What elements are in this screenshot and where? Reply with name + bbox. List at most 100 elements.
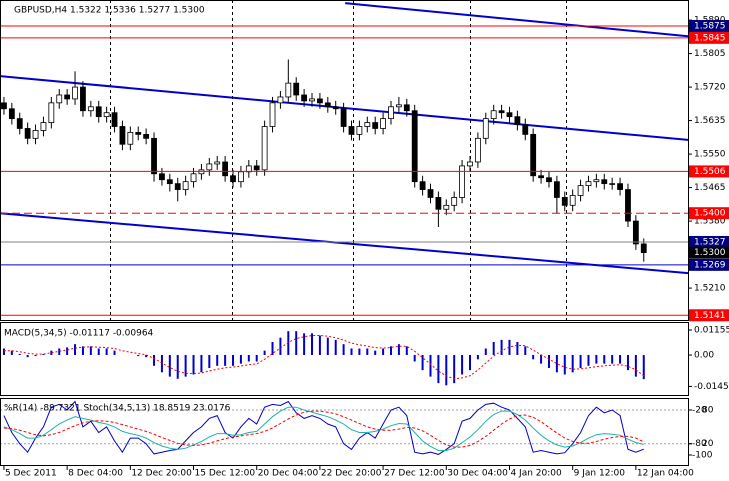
- candle-body: [530, 133, 537, 177]
- histogram-bar: [247, 354, 250, 362]
- histogram-bar: [255, 354, 258, 362]
- histogram-bar: [176, 354, 179, 379]
- candle-body: [48, 102, 55, 123]
- candle-body: [411, 110, 418, 183]
- y-tick-label: 0.01155: [694, 325, 729, 335]
- candle-body: [277, 96, 284, 104]
- histogram-bar: [405, 346, 408, 355]
- candle-body: [222, 161, 229, 177]
- stoch-frame: [0, 398, 689, 466]
- histogram-bar: [74, 344, 77, 355]
- histogram-bar: [413, 354, 416, 362]
- candle-body: [340, 108, 347, 127]
- candle-body: [64, 94, 71, 100]
- histogram-bar: [445, 354, 448, 386]
- histogram-bar: [516, 342, 519, 355]
- candle-body: [119, 126, 126, 145]
- frames: [0, 0, 689, 466]
- histogram-bar: [468, 354, 471, 371]
- candle-body: [514, 116, 521, 125]
- histogram-bar: [532, 354, 535, 360]
- y-tick-label: 1.5635: [694, 116, 726, 126]
- level-label: 1.5269: [694, 260, 726, 270]
- candle-body: [135, 132, 142, 135]
- chart-title: GBPUSD,H4 1.5322 1.5336 1.5277 1.5300: [14, 6, 205, 16]
- candle-body: [546, 177, 552, 183]
- candle-body: [419, 181, 426, 190]
- histogram-bar: [263, 350, 266, 355]
- level-label: 1.5300: [694, 248, 726, 258]
- histogram-bar: [389, 346, 392, 355]
- candle-body: [522, 124, 529, 135]
- candle-body: [72, 86, 78, 100]
- candle-body: [111, 112, 118, 127]
- x-tick-label: 20 Dec 04:00: [258, 469, 319, 479]
- candle-body: [332, 106, 339, 110]
- candle-body: [459, 165, 465, 198]
- histogram-bar: [81, 346, 84, 355]
- histogram-bar: [619, 354, 622, 364]
- x-tick-label: 4 Jan 20:00: [510, 469, 562, 479]
- level-label: 1.5141: [694, 311, 726, 321]
- histogram-bar: [279, 337, 282, 355]
- series-line: [3, 335, 645, 380]
- candle-body: [87, 106, 94, 112]
- level-label: 1.5875: [694, 22, 726, 32]
- candle-body: [561, 197, 568, 206]
- candle-body: [467, 161, 473, 167]
- candle-body: [625, 189, 631, 222]
- stoch-title: %R(14) -89.7321 Stoch(34,5,13) 18.8519 2…: [4, 404, 231, 414]
- histogram-bar: [160, 354, 163, 373]
- candle-body: [498, 110, 505, 114]
- candle-body: [40, 122, 47, 131]
- histogram-bar: [492, 342, 495, 355]
- candle-body: [269, 102, 276, 127]
- x-tick-label: 22 Dec 20:00: [321, 469, 382, 479]
- x-tick-label: 30 Dec 04:00: [447, 469, 508, 479]
- candle-body: [617, 183, 623, 190]
- histogram-bar: [137, 354, 140, 357]
- histogram-bar: [58, 348, 61, 355]
- candle-body: [190, 173, 197, 183]
- candle-body: [403, 104, 410, 112]
- candle-body: [182, 181, 189, 190]
- histogram-bar: [113, 350, 116, 355]
- level-label: 1.5400: [694, 209, 726, 219]
- series-line: [3, 400, 644, 455]
- candle-body: [301, 94, 308, 102]
- candle-body: [317, 98, 323, 104]
- level-label: 1.5327: [694, 237, 726, 247]
- candle-body: [380, 118, 386, 129]
- histogram-bar: [350, 348, 353, 355]
- histogram-bar: [334, 339, 337, 355]
- candle-body: [356, 126, 363, 135]
- histogram-bar: [18, 353, 21, 355]
- main-frame: [0, 0, 689, 321]
- y-tick-label: 1.5550: [694, 150, 726, 160]
- histogram-bar: [634, 354, 637, 377]
- histogram-bar: [555, 354, 558, 373]
- histogram-bar: [397, 344, 400, 355]
- y-tick-label: 1.5380: [694, 217, 726, 227]
- candle-body: [56, 94, 63, 104]
- histogram-bar: [547, 354, 550, 368]
- histogram-bar: [287, 331, 290, 355]
- histogram-bar: [429, 354, 432, 377]
- candle-body: [632, 220, 639, 245]
- histogram-bar: [311, 333, 314, 355]
- candle-body: [388, 106, 394, 120]
- histogram-bar: [66, 347, 69, 355]
- candle-body: [364, 122, 371, 127]
- histogram-bar: [453, 354, 456, 384]
- candle-body: [585, 181, 592, 187]
- y-tick-label: -100: [692, 450, 713, 460]
- histogram-bar: [382, 348, 385, 355]
- candle-body: [174, 183, 181, 190]
- candle-body: [553, 181, 560, 198]
- histogram-bar: [153, 354, 156, 366]
- level-label-bg: [689, 207, 729, 220]
- histogram-bar: [97, 348, 100, 355]
